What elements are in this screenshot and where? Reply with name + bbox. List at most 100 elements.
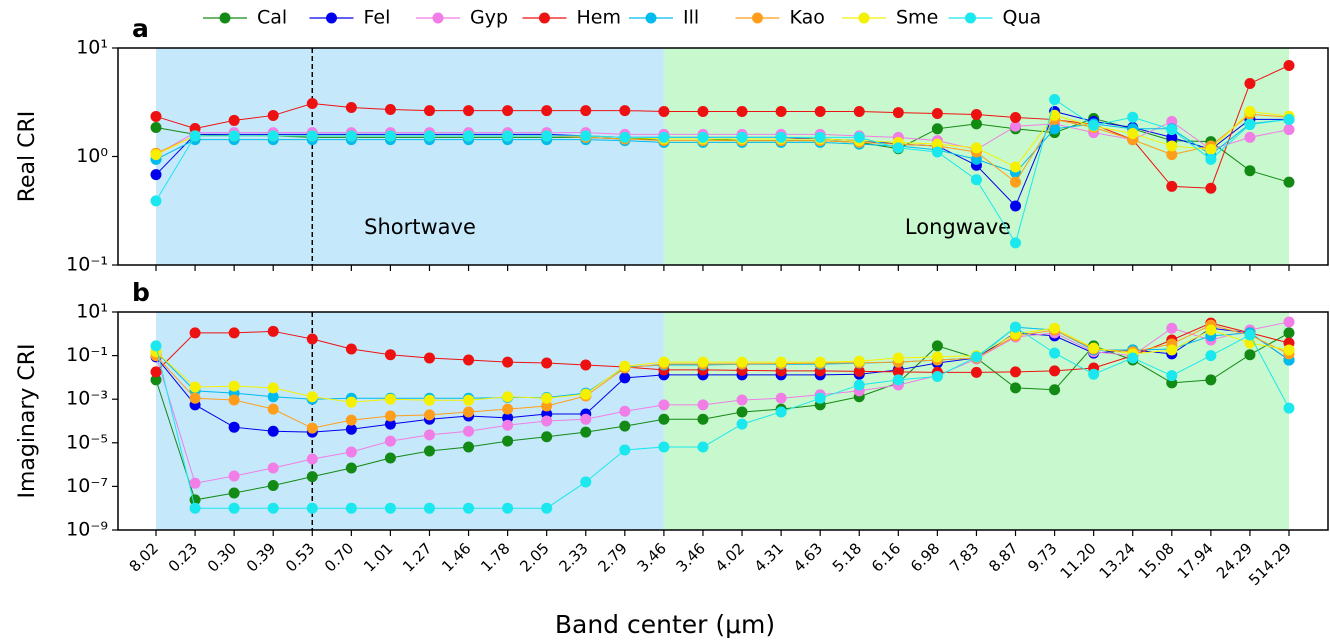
point (463, 441, 475, 453)
point (1049, 365, 1061, 377)
series-line (155, 327, 1290, 403)
point (541, 392, 553, 404)
point (384, 130, 396, 142)
point (736, 394, 748, 406)
y-tick-label: 10⁰ (76, 145, 108, 167)
point (697, 105, 709, 117)
point (736, 356, 748, 368)
point (697, 131, 709, 143)
point (150, 374, 162, 386)
legend-label: Gyp (470, 7, 508, 29)
point (775, 356, 787, 368)
point (228, 327, 240, 339)
x-tick-label: 514.29 (1245, 539, 1295, 589)
point (1166, 180, 1178, 192)
point (306, 97, 318, 109)
point (1166, 124, 1178, 136)
point (228, 380, 240, 392)
point (463, 406, 475, 418)
point (1283, 344, 1295, 356)
point (463, 425, 475, 437)
point (1127, 352, 1139, 364)
point (1127, 111, 1139, 123)
point (1010, 161, 1022, 173)
legend-label: Cal (257, 7, 287, 29)
series-line (155, 120, 1290, 156)
point (1010, 237, 1022, 249)
point (580, 130, 592, 142)
region-label: Shortwave (364, 215, 476, 239)
point (267, 403, 279, 415)
point (541, 130, 553, 142)
x-tick-label: 8.02 (126, 539, 162, 575)
point (775, 392, 787, 404)
point (1283, 402, 1295, 414)
point (931, 351, 943, 363)
region-label: Longwave (905, 215, 1011, 239)
point (697, 413, 709, 425)
point (384, 393, 396, 405)
x-tick-label: 6.16 (868, 539, 904, 575)
point (658, 131, 670, 143)
series-line (155, 118, 1290, 174)
x-tick-label: 0.53 (282, 539, 318, 575)
point (1127, 127, 1139, 139)
point (1205, 350, 1217, 362)
point (423, 352, 435, 364)
point (1049, 347, 1061, 359)
point (1205, 153, 1217, 165)
point (306, 502, 318, 514)
point (345, 446, 357, 458)
point (267, 462, 279, 474)
point (541, 105, 553, 117)
legend-marker (752, 12, 763, 24)
point (1166, 370, 1178, 382)
point (1049, 109, 1061, 121)
point (150, 340, 162, 352)
series-line (155, 98, 1290, 245)
y-tick-label: 10⁻¹ (66, 254, 108, 276)
point (1049, 123, 1061, 135)
point (228, 130, 240, 142)
point (502, 419, 514, 431)
point (619, 131, 631, 143)
x-tick-label: 2.05 (516, 539, 552, 575)
legend-marker (858, 12, 870, 24)
point (502, 391, 514, 403)
point (1166, 131, 1178, 143)
point (853, 365, 865, 377)
point (384, 349, 396, 361)
point (423, 445, 435, 457)
point (541, 502, 553, 514)
point (1283, 124, 1295, 136)
legend-label: Ill (683, 7, 699, 29)
point (384, 452, 396, 464)
point (580, 105, 592, 117)
y-tick-label: 10¹ (76, 301, 108, 323)
y-tick-label: 10¹ (76, 37, 108, 59)
point (658, 105, 670, 117)
point (970, 108, 982, 120)
point (931, 340, 943, 352)
point (345, 343, 357, 355)
point (541, 431, 553, 443)
point (853, 379, 865, 391)
plot-frame (117, 47, 1329, 266)
point (502, 356, 514, 368)
point (1166, 140, 1178, 152)
legend-marker (645, 12, 657, 24)
x-tick-label: 4.63 (790, 539, 826, 575)
point (1010, 382, 1022, 394)
point (619, 444, 631, 456)
point (502, 403, 514, 415)
legend-marker (326, 12, 337, 24)
point (150, 195, 162, 207)
point (150, 149, 162, 161)
point (150, 110, 162, 122)
point (306, 471, 318, 483)
point (1205, 182, 1217, 194)
point (892, 374, 904, 386)
point (228, 114, 240, 126)
point (228, 394, 240, 406)
point (814, 392, 826, 404)
